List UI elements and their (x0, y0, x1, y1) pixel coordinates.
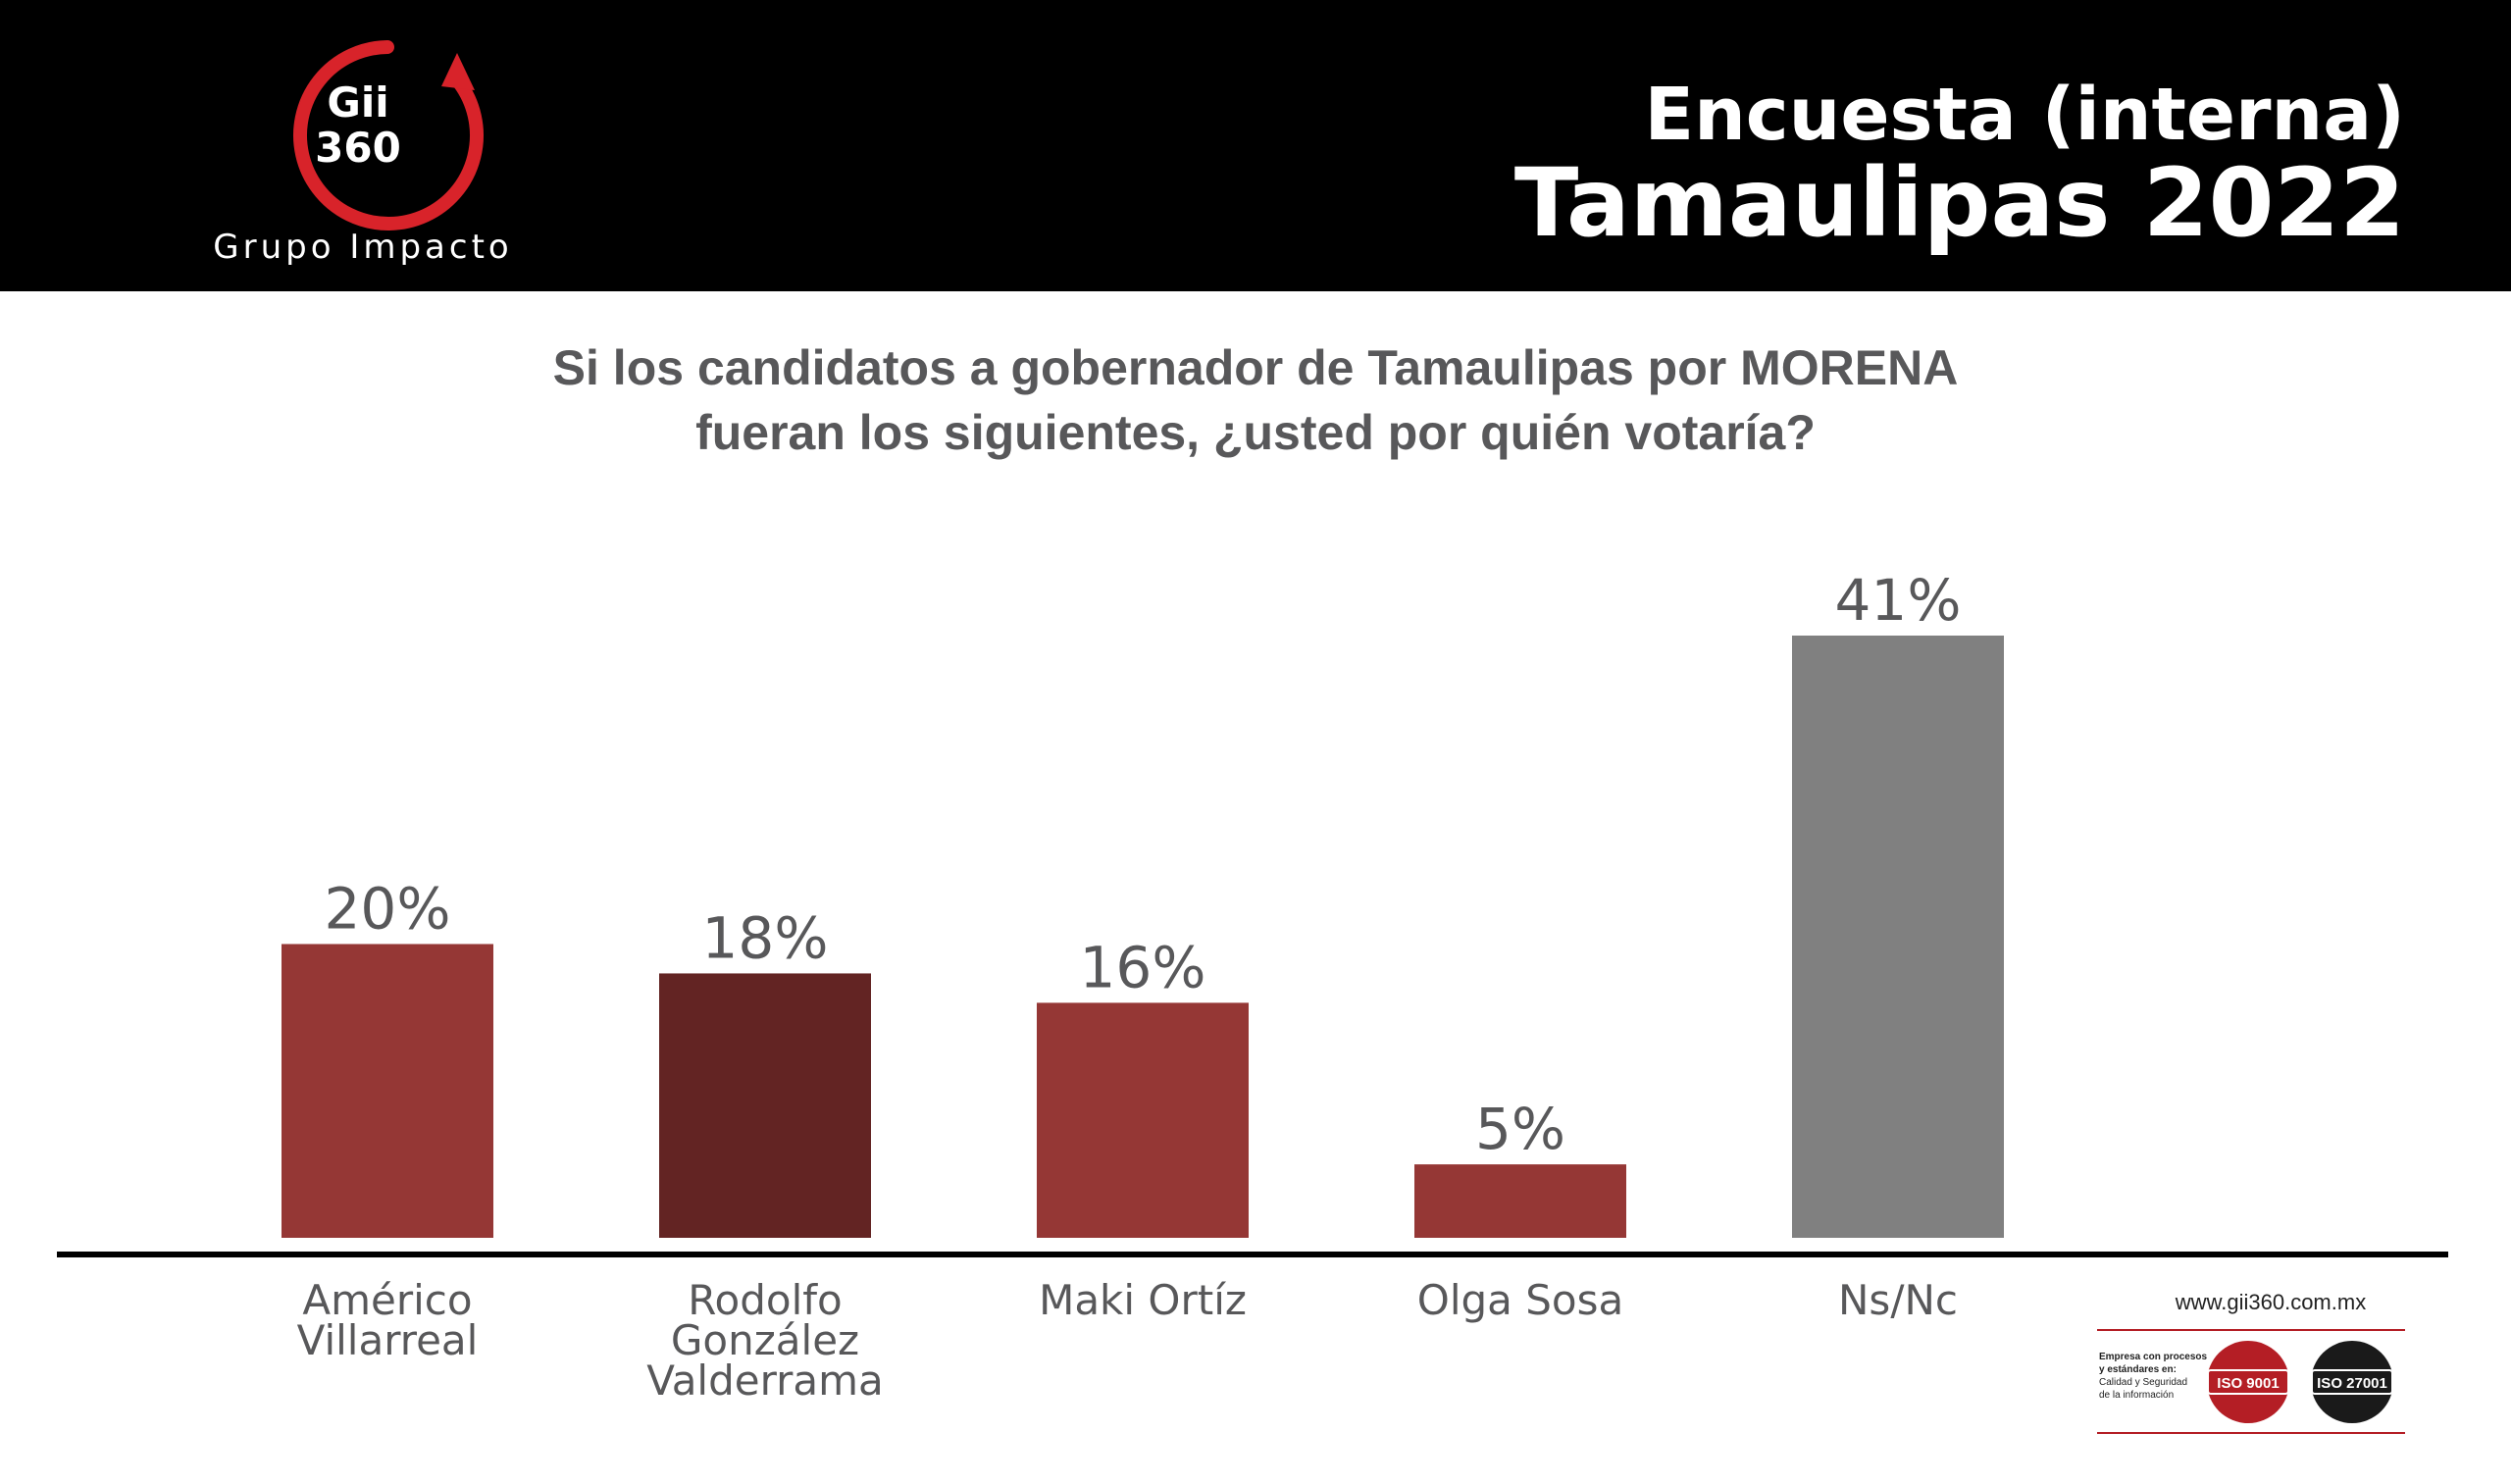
cert-line1: Empresa con procesos (2099, 1352, 2208, 1362)
x-tick-label-line: Olga Sosa (1416, 1276, 1624, 1324)
iso-27001-seal: ISO 27001 (2311, 1341, 2393, 1423)
x-tick-label-line: Rodolfo (688, 1276, 843, 1324)
header-bar: Gii 360 Grupo Impacto Encuesta (interna)… (0, 0, 2511, 291)
header-title-line2: Tamaulipas 2022 (1513, 148, 2405, 258)
x-tick-label: Maki Ortíz (947, 1276, 1339, 1324)
x-tick-label-line: Maki Ortíz (1039, 1276, 1247, 1324)
iso-9001-seal: ISO 9001 (2207, 1341, 2289, 1423)
bar (282, 944, 493, 1238)
logo-line1: Gii (327, 78, 389, 127)
x-tick-label: Rodolfo González Valderrama (569, 1276, 961, 1405)
logo-wordmark: Gii 360 (235, 80, 481, 171)
x-tick-label-line: González (670, 1316, 860, 1364)
bar (1414, 1164, 1626, 1238)
certification-badge: Empresa con procesos y estándares en: Ca… (2097, 1329, 2405, 1434)
x-tick-label: Olga Sosa (1324, 1276, 1717, 1324)
iso-9001-label: ISO 9001 (2207, 1369, 2289, 1395)
bar (659, 973, 871, 1238)
bar-value-label: 41% (1835, 567, 1962, 634)
logo-line2: 360 (315, 124, 401, 172)
cert-line3: Calidad y Seguridad (2099, 1377, 2188, 1388)
x-tick-label: Américo Villarreal (191, 1276, 584, 1364)
question-line2: fueran los siguientes, ¿usted por quién … (695, 405, 1816, 460)
iso-27001-label: ISO 27001 (2311, 1369, 2393, 1395)
x-tick-label-line: Américo (302, 1276, 473, 1324)
circular-arrow-icon (293, 40, 484, 230)
survey-question: Si los candidatos a gobernador de Tamaul… (0, 335, 2511, 465)
bar-value-label: 5% (1475, 1096, 1565, 1162)
header-title-line1: Encuesta (interna) (1644, 73, 2405, 157)
x-tick-label-line: Valderrama (646, 1356, 884, 1405)
certification-text: Empresa con procesos y estándares en: Ca… (2099, 1351, 2209, 1402)
x-tick-label-line: Ns/Nc (1838, 1276, 1958, 1324)
cert-line2: y estándares en: (2099, 1364, 2177, 1375)
bar (1037, 1002, 1249, 1238)
x-tick-label: Ns/Nc (1702, 1276, 2094, 1324)
gii360-logo: Gii 360 Grupo Impacto (213, 29, 510, 275)
bar (1792, 636, 2004, 1238)
bar-value-label: 16% (1080, 934, 1206, 1000)
question-line1: Si los candidatos a gobernador de Tamaul… (552, 340, 1959, 395)
brand-name: Grupo Impacto (213, 228, 513, 267)
bar-value-label: 20% (325, 875, 451, 942)
bar-value-label: 18% (702, 904, 829, 971)
x-tick-label-line: Villarreal (296, 1316, 479, 1364)
website-url[interactable]: www.gii360.com.mx (2175, 1290, 2367, 1314)
cert-line4: de la información (2099, 1390, 2175, 1401)
